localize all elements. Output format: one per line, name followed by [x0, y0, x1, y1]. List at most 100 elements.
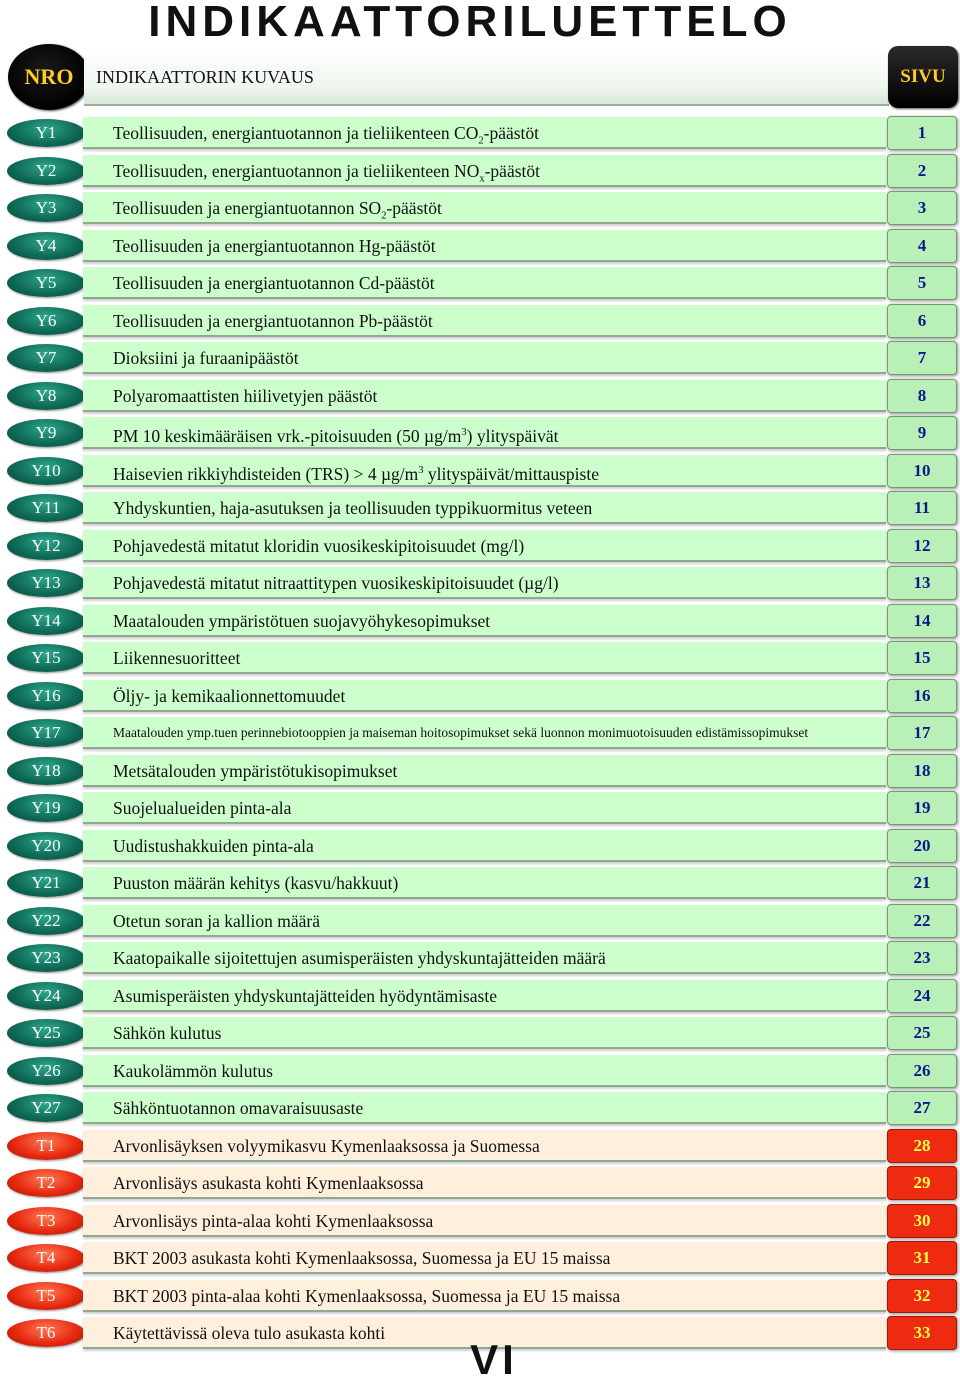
page-number-cell: 32 — [887, 1278, 957, 1313]
page-number-cell: 6 — [887, 303, 957, 338]
description-text: Metsätalouden ympäristötukisopimukset — [113, 760, 398, 781]
indicator-row: Y16 Öljy- ja kemikaalionnettomuudet 16 — [0, 678, 960, 716]
page-number: VI — [470, 1336, 518, 1383]
indicator-row: Y11 Yhdyskuntien, haja-asutuksen ja teoll… — [0, 490, 960, 528]
indicator-description: Pohjavedestä mitatut nitraattitypen vuos… — [83, 567, 886, 599]
page-title: INDIKAATTORILUETTELO — [148, 0, 792, 46]
indicator-number-badge: T5 — [7, 1281, 85, 1310]
indicator-number-badge: Y4 — [7, 231, 85, 260]
page-number-cell: 17 — [887, 716, 957, 750]
indicator-row: Y22 Otetun soran ja kallion määrä 22 — [0, 903, 960, 941]
indicator-number-badge: Y7 — [7, 344, 85, 372]
indicator-number-badge: Y12 — [7, 531, 85, 560]
indicator-row: Y7 Dioksiini ja furaanipäästöt 7 — [0, 340, 960, 378]
indicator-row: T3 Arvonlisäys pinta-alaa kohti Kymenlaak… — [0, 1203, 960, 1241]
page-number-cell: 13 — [887, 566, 957, 600]
description-text: 2 — [381, 210, 387, 222]
table-header: NRO INDIKAATTORIN KUVAUS SIVU — [8, 44, 960, 110]
indicator-description: BKT 2003 asukasta kohti Kymenlaaksossa, … — [83, 1242, 886, 1274]
indicator-row: T2 Arvonlisäys asukasta kohti Kymenlaakso… — [0, 1165, 960, 1203]
description-text: Arvonlisäyksen volyymikasvu Kymenlaaksos… — [113, 1135, 540, 1156]
indicator-row: Y3 Teollisuuden ja energiantuotannon SO2-… — [0, 190, 960, 228]
header-description: INDIKAATTORIN KUVAUS — [84, 48, 889, 106]
indicator-number-badge: T2 — [7, 1169, 85, 1197]
indicator-row: Y23 Kaatopaikalle sijoitettujen asumisper… — [0, 940, 960, 978]
description-text: PM 10 keskimääräisen vrk.-pitoisuuden (5… — [113, 425, 462, 446]
page-number-cell: 5 — [887, 266, 957, 300]
indicator-description: Maatalouden ymp.tuen perinnebiotooppien … — [83, 717, 886, 749]
page-number-cell: 7 — [887, 341, 957, 375]
indicator-description: Sähköntuotannon omavaraisuusaste — [83, 1092, 886, 1124]
description-text: Kaukolämmön kulutus — [113, 1060, 273, 1081]
indicator-description: Teollisuuden ja energiantuotannon Pb-pää… — [83, 304, 886, 337]
indicator-number-badge: Y6 — [7, 306, 85, 335]
indicator-number-badge: Y5 — [7, 269, 85, 297]
indicator-row: T5 BKT 2003 pinta-alaa kohti Kymenlaaksos… — [0, 1278, 960, 1316]
indicator-description: Teollisuuden ja energiantuotannon Hg-pää… — [83, 229, 886, 262]
page-number-cell: 20 — [887, 828, 957, 863]
indicator-row: Y18 Metsätalouden ympäristötukisopimukset… — [0, 753, 960, 791]
description-text: Kaatopaikalle sijoitettujen asumisperäis… — [113, 948, 606, 968]
page-number-cell: 18 — [887, 753, 957, 788]
page-number-cell: 23 — [887, 941, 957, 975]
indicator-number-badge: Y17 — [7, 719, 85, 747]
indicator-description: Liikennesuoritteet — [83, 642, 886, 674]
indicator-number-badge: Y23 — [7, 944, 85, 972]
indicator-description: PM 10 keskimääräisen vrk.-pitoisuuden (5… — [83, 417, 886, 449]
indicator-number-badge: Y21 — [7, 869, 85, 897]
page-number-cell: 10 — [887, 453, 957, 488]
description-text: Yhdyskuntien, haja-asutuksen ja teollisu… — [113, 498, 593, 518]
description-text: x — [479, 173, 485, 184]
description-text: Asumisperäisten yhdyskuntajätteiden hyöd… — [113, 985, 497, 1006]
indicator-number-badge: Y26 — [7, 1056, 85, 1085]
indicator-row: Y17 Maatalouden ymp.tuen perinnebiotooppi… — [0, 715, 960, 753]
indicator-number-badge: Y20 — [7, 831, 85, 860]
indicator-description: Dioksiini ja furaanipäästöt — [83, 342, 886, 374]
description-text: Maatalouden ympäristötuen suojavyöhykeso… — [113, 610, 491, 631]
description-text: Maatalouden ymp.tuen perinnebiotooppien … — [113, 725, 809, 740]
description-text: ) ylityspäivät — [466, 425, 559, 446]
description-text: Haisevien rikkiyhdisteiden (TRS) > 4 µg/… — [113, 463, 419, 484]
indicator-number-badge: T4 — [7, 1244, 85, 1272]
description-text: Suojelualueiden pinta-ala — [113, 798, 292, 818]
description-text: Liikennesuoritteet — [113, 648, 241, 668]
page-number-cell: 16 — [887, 678, 957, 713]
page-number-cell: 11 — [887, 491, 957, 525]
indicator-description: Teollisuuden ja energiantuotannon Cd-pää… — [83, 267, 886, 299]
page-number-cell: 22 — [887, 903, 957, 938]
indicator-description: Kaatopaikalle sijoitettujen asumisperäis… — [83, 942, 886, 974]
indicator-row: Y6 Teollisuuden ja energiantuotannon Pb-p… — [0, 303, 960, 341]
indicator-row: Y13 Pohjavedestä mitatut nitraattitypen v… — [0, 565, 960, 603]
page-number-cell: 4 — [887, 228, 957, 263]
page-number-cell: 27 — [887, 1091, 957, 1125]
indicator-row: Y12 Pohjavedestä mitatut kloridin vuosike… — [0, 528, 960, 566]
indicator-number-badge: Y11 — [7, 494, 85, 522]
indicator-description: Öljy- ja kemikaalionnettomuudet — [83, 679, 886, 712]
indicator-number-badge: Y27 — [7, 1094, 85, 1122]
description-text: Arvonlisäys asukasta kohti Kymenlaaksoss… — [113, 1173, 424, 1193]
indicator-number-badge: T6 — [7, 1319, 85, 1347]
indicator-number-badge: Y22 — [7, 906, 85, 935]
description-text: Teollisuuden ja energiantuotannon SO — [113, 198, 382, 218]
page-number-cell: 15 — [887, 641, 957, 675]
indicator-description: Pohjavedestä mitatut kloridin vuosikeski… — [83, 529, 886, 562]
indicator-description: Kaukolämmön kulutus — [83, 1054, 886, 1087]
description-text: Arvonlisäys pinta-alaa kohti Kymenlaakso… — [113, 1210, 434, 1231]
description-text: -päästöt — [484, 160, 540, 181]
indicator-row: Y9 PM 10 keskimääräisen vrk.-pitoisuuden … — [0, 415, 960, 453]
page-number-cell: 31 — [887, 1241, 957, 1275]
description-text: BKT 2003 pinta-alaa kohti Kymenlaaksossa… — [113, 1285, 621, 1306]
indicator-row: Y4 Teollisuuden ja energiantuotannon Hg-p… — [0, 228, 960, 266]
description-text: Teollisuuden ja energiantuotannon Pb-pää… — [113, 310, 433, 331]
description-text: Sähkön kulutus — [113, 1023, 222, 1043]
description-text: Pohjavedestä mitatut nitraattitypen vuos… — [113, 573, 559, 593]
indicator-row: Y26 Kaukolämmön kulutus 26 — [0, 1053, 960, 1091]
indicator-row: Y25 Sähkön kulutus 25 — [0, 1015, 960, 1053]
indicator-number-badge: T1 — [7, 1131, 85, 1160]
header-nro: NRO — [8, 44, 90, 110]
description-text: Pohjavedestä mitatut kloridin vuosikeski… — [113, 535, 525, 556]
indicator-number-badge: Y19 — [7, 794, 85, 822]
indicator-row: Y27 Sähköntuotannon omavaraisuusaste 27 — [0, 1090, 960, 1128]
description-text: Käytettävissä oleva tulo asukasta kohti — [113, 1323, 386, 1343]
description-text: ylityspäivät/mittauspiste — [423, 463, 599, 484]
